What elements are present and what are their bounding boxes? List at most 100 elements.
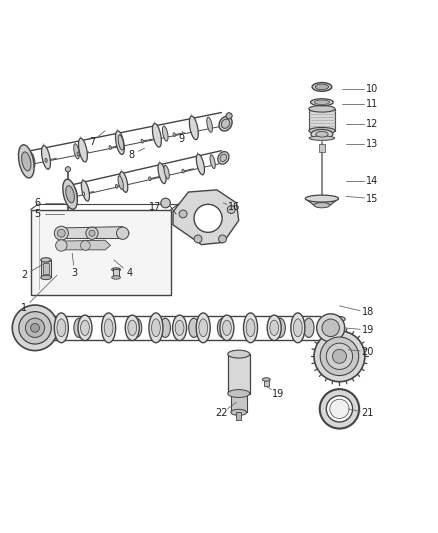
Ellipse shape bbox=[228, 390, 250, 398]
Polygon shape bbox=[58, 227, 129, 238]
Ellipse shape bbox=[82, 192, 85, 196]
Ellipse shape bbox=[102, 313, 116, 343]
Ellipse shape bbox=[196, 154, 205, 175]
Ellipse shape bbox=[314, 203, 330, 208]
Ellipse shape bbox=[152, 124, 161, 147]
Ellipse shape bbox=[309, 106, 335, 112]
Ellipse shape bbox=[152, 319, 160, 337]
Ellipse shape bbox=[63, 179, 78, 209]
Ellipse shape bbox=[104, 319, 113, 337]
Polygon shape bbox=[58, 240, 110, 250]
Ellipse shape bbox=[311, 130, 333, 139]
Ellipse shape bbox=[160, 318, 170, 337]
Ellipse shape bbox=[45, 318, 56, 337]
Polygon shape bbox=[173, 190, 239, 245]
Text: 3: 3 bbox=[71, 268, 78, 278]
Ellipse shape bbox=[196, 313, 210, 343]
Bar bbox=[336, 318, 343, 328]
Text: 11: 11 bbox=[366, 100, 378, 109]
Ellipse shape bbox=[116, 184, 118, 188]
Circle shape bbox=[65, 167, 71, 172]
Ellipse shape bbox=[267, 315, 281, 341]
Text: 15: 15 bbox=[366, 193, 378, 204]
Ellipse shape bbox=[74, 318, 85, 337]
Bar bbox=[309, 109, 335, 131]
Bar bbox=[319, 144, 325, 152]
Ellipse shape bbox=[316, 131, 328, 137]
Ellipse shape bbox=[125, 315, 139, 341]
Circle shape bbox=[194, 204, 222, 232]
Ellipse shape bbox=[77, 152, 79, 156]
Ellipse shape bbox=[315, 84, 328, 90]
Ellipse shape bbox=[78, 315, 92, 341]
Ellipse shape bbox=[231, 409, 247, 415]
Ellipse shape bbox=[207, 117, 212, 132]
Ellipse shape bbox=[21, 152, 31, 171]
Ellipse shape bbox=[262, 378, 270, 381]
Ellipse shape bbox=[164, 165, 170, 179]
Ellipse shape bbox=[66, 185, 74, 203]
Text: 18: 18 bbox=[362, 308, 374, 318]
Ellipse shape bbox=[189, 318, 199, 337]
Ellipse shape bbox=[118, 176, 124, 190]
Ellipse shape bbox=[41, 275, 51, 280]
Text: 7: 7 bbox=[89, 136, 95, 147]
Ellipse shape bbox=[246, 319, 255, 337]
Ellipse shape bbox=[120, 172, 128, 192]
Text: 12: 12 bbox=[366, 119, 378, 129]
Ellipse shape bbox=[199, 319, 208, 337]
Ellipse shape bbox=[141, 139, 143, 143]
Ellipse shape bbox=[116, 131, 124, 155]
Text: 6: 6 bbox=[34, 198, 40, 208]
Ellipse shape bbox=[112, 276, 120, 279]
Text: 4: 4 bbox=[126, 268, 132, 278]
Circle shape bbox=[117, 227, 129, 239]
Ellipse shape bbox=[304, 318, 314, 337]
Circle shape bbox=[330, 399, 349, 418]
Ellipse shape bbox=[42, 146, 50, 169]
Text: 19: 19 bbox=[272, 389, 284, 399]
Circle shape bbox=[320, 389, 359, 429]
Circle shape bbox=[57, 229, 65, 237]
Circle shape bbox=[56, 240, 67, 251]
Ellipse shape bbox=[175, 320, 184, 335]
Ellipse shape bbox=[81, 320, 89, 335]
Circle shape bbox=[332, 349, 346, 364]
Ellipse shape bbox=[162, 126, 168, 141]
Circle shape bbox=[54, 226, 68, 240]
Circle shape bbox=[89, 230, 95, 236]
Ellipse shape bbox=[18, 145, 34, 178]
Ellipse shape bbox=[81, 180, 89, 201]
Ellipse shape bbox=[57, 319, 66, 337]
Ellipse shape bbox=[312, 83, 332, 91]
Circle shape bbox=[31, 324, 39, 332]
Text: 19: 19 bbox=[362, 325, 374, 335]
Ellipse shape bbox=[78, 138, 88, 162]
Ellipse shape bbox=[45, 158, 47, 163]
Bar bbox=[231, 393, 247, 413]
Ellipse shape bbox=[173, 133, 175, 136]
Circle shape bbox=[219, 235, 226, 243]
Ellipse shape bbox=[314, 100, 330, 104]
Circle shape bbox=[326, 395, 353, 422]
Text: 17: 17 bbox=[149, 203, 162, 212]
Text: 20: 20 bbox=[362, 347, 374, 357]
Text: 5: 5 bbox=[34, 209, 40, 219]
Ellipse shape bbox=[173, 315, 187, 341]
Bar bbox=[41, 260, 51, 278]
Ellipse shape bbox=[109, 146, 111, 149]
Circle shape bbox=[320, 337, 359, 376]
Ellipse shape bbox=[182, 169, 184, 173]
Circle shape bbox=[227, 206, 235, 214]
Ellipse shape bbox=[131, 318, 142, 337]
Ellipse shape bbox=[221, 119, 230, 128]
Text: 8: 8 bbox=[128, 150, 134, 160]
Ellipse shape bbox=[305, 195, 339, 202]
Bar bbox=[228, 354, 250, 393]
Ellipse shape bbox=[228, 350, 250, 358]
Ellipse shape bbox=[158, 163, 166, 183]
Text: 13: 13 bbox=[366, 139, 378, 149]
Bar bbox=[31, 209, 171, 295]
Circle shape bbox=[314, 331, 365, 382]
Ellipse shape bbox=[72, 187, 78, 200]
